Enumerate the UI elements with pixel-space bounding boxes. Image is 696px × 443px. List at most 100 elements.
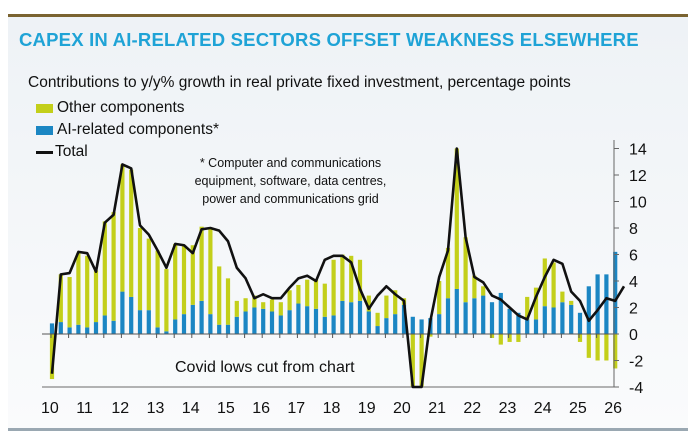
legend-label-total: Total xyxy=(55,143,88,160)
bar-ai xyxy=(463,302,468,334)
x-tick-label: 24 xyxy=(534,400,552,417)
covid-annotation: Covid lows cut from chart xyxy=(175,359,355,376)
bar-other xyxy=(384,295,389,319)
bar-ai xyxy=(173,319,178,334)
bar-ai xyxy=(252,307,257,334)
bar-ai xyxy=(155,327,160,334)
bar-ai xyxy=(199,300,204,334)
bar-other xyxy=(331,259,336,316)
bar-ai xyxy=(58,322,63,334)
bar-other xyxy=(269,299,275,312)
bar-ai xyxy=(437,314,442,334)
bar-other xyxy=(199,226,204,301)
bar-ai xyxy=(322,316,327,334)
bar-ai xyxy=(67,327,72,334)
bar-ai xyxy=(313,308,319,334)
bar-other xyxy=(393,290,398,315)
bar-other xyxy=(181,245,187,315)
bar-ai xyxy=(287,310,292,334)
x-tick-label: 11 xyxy=(76,400,93,417)
bar-other xyxy=(419,334,424,387)
bar-ai xyxy=(604,274,609,334)
legend-label-ai: AI-related components* xyxy=(57,121,219,138)
bar-other xyxy=(85,255,90,328)
bar-other xyxy=(569,300,574,305)
bar-ai xyxy=(516,312,521,334)
bar-ai xyxy=(525,319,530,334)
bar-other xyxy=(305,279,310,307)
bar-other xyxy=(261,302,266,309)
legend-swatch-total xyxy=(36,150,53,154)
bar-ai xyxy=(76,324,81,334)
x-tick-label: 22 xyxy=(463,400,481,417)
bar-ai xyxy=(120,291,125,334)
bar-other xyxy=(595,334,600,361)
bar-ai xyxy=(243,311,248,334)
bar-other xyxy=(375,312,380,327)
legend: Other components AI-related components* … xyxy=(36,97,219,163)
bar-other xyxy=(463,237,468,303)
bar-ai xyxy=(595,274,600,334)
bar-other xyxy=(472,275,477,299)
x-tick-label: 12 xyxy=(111,400,129,417)
bar-other xyxy=(586,334,591,358)
bottom-rule xyxy=(8,428,688,431)
bar-ai xyxy=(208,314,213,334)
bar-ai xyxy=(375,326,380,334)
y-tick-label: -2 xyxy=(629,354,643,371)
y-tick-label: 6 xyxy=(629,248,638,265)
bar-other xyxy=(410,334,415,387)
bar-other xyxy=(111,212,116,321)
bar-ai xyxy=(164,331,169,334)
bar-other xyxy=(137,228,143,311)
bar-other xyxy=(613,334,618,369)
bar-other xyxy=(577,334,583,342)
legend-label-other: Other components xyxy=(57,99,185,116)
bar-other xyxy=(287,290,292,311)
bar-ai xyxy=(533,319,539,334)
bar-other xyxy=(525,296,530,320)
bar-other xyxy=(252,295,257,308)
x-tick-label: 23 xyxy=(499,400,517,417)
footnote-annotation: * Computer and communications equipment,… xyxy=(194,156,387,206)
y-tick-label: 2 xyxy=(629,301,638,318)
x-tick-label: 16 xyxy=(252,400,270,417)
bar-other xyxy=(164,269,169,332)
bar-other xyxy=(489,334,495,338)
bar-other xyxy=(76,253,81,325)
bar-other xyxy=(58,274,63,323)
x-tick-label: 10 xyxy=(41,400,59,417)
y-tick-label: 14 xyxy=(629,142,647,159)
bar-ai xyxy=(393,314,398,334)
legend-item-total: Total xyxy=(36,141,219,163)
bar-ai xyxy=(507,308,512,334)
bar-ai xyxy=(481,295,486,334)
bar-other xyxy=(217,266,222,325)
top-rule xyxy=(8,14,688,17)
bar-other xyxy=(516,334,521,342)
bar-other xyxy=(604,334,609,361)
bar-ai xyxy=(102,315,107,334)
legend-item-other: Other components xyxy=(36,97,219,119)
bar-other xyxy=(120,164,125,292)
bar-other xyxy=(498,334,503,345)
x-tick-label: 14 xyxy=(182,400,200,417)
bar-ai xyxy=(234,316,239,334)
bar-other xyxy=(208,229,213,315)
bar-other xyxy=(49,334,55,380)
bar-ai xyxy=(278,315,283,334)
bar-ai xyxy=(111,320,116,334)
legend-swatch-ai xyxy=(36,125,53,135)
bar-ai xyxy=(498,292,503,334)
x-tick-label: 18 xyxy=(323,400,341,417)
bar-ai xyxy=(586,286,591,334)
bar-ai xyxy=(129,296,134,334)
bar-ai xyxy=(445,298,451,334)
bar-other xyxy=(296,284,301,304)
bar-other xyxy=(173,243,178,320)
x-tick-label: 20 xyxy=(393,400,411,417)
y-tick-label: 8 xyxy=(629,221,638,238)
bar-other xyxy=(542,258,547,307)
bar-ai xyxy=(261,308,266,334)
